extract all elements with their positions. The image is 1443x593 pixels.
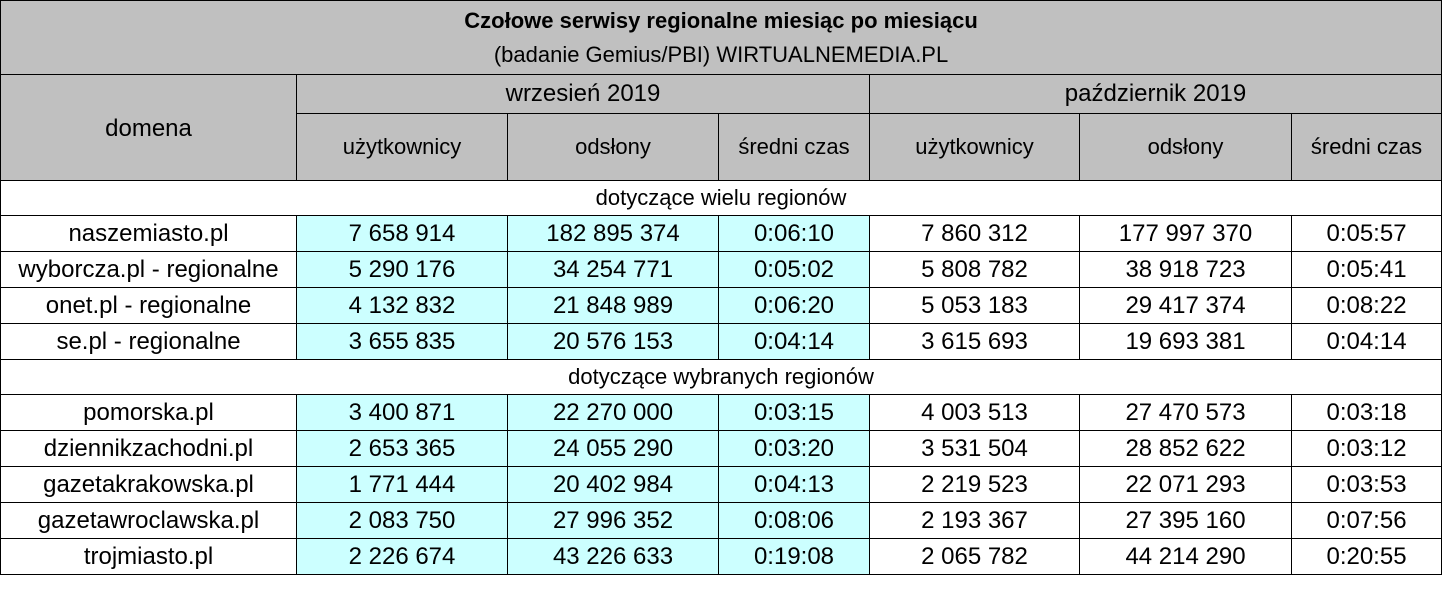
oct-avg-time-cell: 0:03:12 xyxy=(1290,430,1443,467)
sep-pageviews-cell: 34 254 771 xyxy=(507,251,719,288)
metric-header-avg-time: średni czas xyxy=(1290,113,1443,181)
oct-avg-time-cell: 0:20:55 xyxy=(1290,538,1443,575)
oct-users-cell: 3 531 504 xyxy=(869,430,1080,467)
sep-users-cell: 4 132 832 xyxy=(296,287,508,324)
sep-users-cell: 3 655 835 xyxy=(296,323,508,360)
sep-users-cell: 3 400 871 xyxy=(296,394,508,431)
domain-cell: dziennikzachodni.pl xyxy=(0,430,297,467)
oct-users-cell: 3 615 693 xyxy=(869,323,1080,360)
oct-pageviews-cell: 19 693 381 xyxy=(1079,323,1292,360)
sep-avg-time-cell: 0:03:15 xyxy=(718,394,870,431)
metric-header-avg-time: średni czas xyxy=(718,113,870,181)
sep-avg-time-cell: 0:04:14 xyxy=(718,323,870,360)
table-row: pomorska.pl 3 400 871 22 270 000 0:03:15… xyxy=(0,394,1443,431)
oct-users-cell: 7 860 312 xyxy=(869,215,1080,252)
oct-avg-time-cell: 0:08:22 xyxy=(1290,287,1443,324)
domain-cell: trojmiasto.pl xyxy=(0,538,297,575)
domain-cell: naszemiasto.pl xyxy=(0,215,297,252)
period-header-september: wrzesień 2019 xyxy=(296,74,870,114)
oct-avg-time-cell: 0:03:18 xyxy=(1290,394,1443,431)
metric-header-pageviews: odsłony xyxy=(507,113,719,181)
sep-users-cell: 2 083 750 xyxy=(296,502,508,539)
table-row: dziennikzachodni.pl 2 653 365 24 055 290… xyxy=(0,430,1443,467)
table-title-cell: Czołowe serwisy regionalne miesiąc po mi… xyxy=(0,0,1443,75)
table-subtitle: (badanie Gemius/PBI) WIRTUALNEMEDIA.PL xyxy=(493,41,949,67)
oct-pageviews-cell: 177 997 370 xyxy=(1079,215,1292,252)
table-row: onet.pl - regionalne 4 132 832 21 848 98… xyxy=(0,287,1443,324)
oct-pageviews-cell: 38 918 723 xyxy=(1079,251,1292,288)
sep-avg-time-cell: 0:04:13 xyxy=(718,466,870,503)
sep-avg-time-cell: 0:06:10 xyxy=(718,215,870,252)
domain-cell: pomorska.pl xyxy=(0,394,297,431)
domain-cell: gazetawroclawska.pl xyxy=(0,502,297,539)
oct-users-cell: 2 065 782 xyxy=(869,538,1080,575)
table-row: trojmiasto.pl 2 226 674 43 226 633 0:19:… xyxy=(0,538,1443,575)
domain-cell: wyborcza.pl - regionalne xyxy=(0,251,297,288)
sep-avg-time-cell: 0:19:08 xyxy=(718,538,870,575)
oct-pageviews-cell: 29 417 374 xyxy=(1079,287,1292,324)
table-row: naszemiasto.pl 7 658 914 182 895 374 0:0… xyxy=(0,215,1443,252)
oct-pageviews-cell: 28 852 622 xyxy=(1079,430,1292,467)
sep-users-cell: 5 290 176 xyxy=(296,251,508,288)
sep-users-cell: 2 653 365 xyxy=(296,430,508,467)
sep-avg-time-cell: 0:08:06 xyxy=(718,502,870,539)
sep-pageviews-cell: 22 270 000 xyxy=(507,394,719,431)
oct-users-cell: 5 053 183 xyxy=(869,287,1080,324)
oct-users-cell: 2 193 367 xyxy=(869,502,1080,539)
sep-pageviews-cell: 20 576 153 xyxy=(507,323,719,360)
sep-pageviews-cell: 24 055 290 xyxy=(507,430,719,467)
sep-avg-time-cell: 0:06:20 xyxy=(718,287,870,324)
sep-users-cell: 7 658 914 xyxy=(296,215,508,252)
sep-avg-time-cell: 0:05:02 xyxy=(718,251,870,288)
table-row: gazetawroclawska.pl 2 083 750 27 996 352… xyxy=(0,502,1443,539)
oct-avg-time-cell: 0:03:53 xyxy=(1290,466,1443,503)
oct-pageviews-cell: 27 470 573 xyxy=(1079,394,1292,431)
table-title: Czołowe serwisy regionalne miesiąc po mi… xyxy=(464,7,978,33)
oct-avg-time-cell: 0:05:57 xyxy=(1290,215,1443,252)
sep-pageviews-cell: 20 402 984 xyxy=(507,466,719,503)
table-row: se.pl - regionalne 3 655 835 20 576 153 … xyxy=(0,323,1443,360)
group-header-multi-region: dotyczące wielu regionów xyxy=(0,180,1443,216)
oct-users-cell: 4 003 513 xyxy=(869,394,1080,431)
sep-users-cell: 2 226 674 xyxy=(296,538,508,575)
oct-pageviews-cell: 44 214 290 xyxy=(1079,538,1292,575)
oct-avg-time-cell: 0:07:56 xyxy=(1290,502,1443,539)
domain-cell: gazetakrakowska.pl xyxy=(0,466,297,503)
sep-users-cell: 1 771 444 xyxy=(296,466,508,503)
oct-pageviews-cell: 22 071 293 xyxy=(1079,466,1292,503)
table-row: gazetakrakowska.pl 1 771 444 20 402 984 … xyxy=(0,466,1443,503)
metric-header-users: użytkownicy xyxy=(869,113,1080,181)
group-header-selected-regions: dotyczące wybranych regionów xyxy=(0,359,1443,395)
oct-users-cell: 5 808 782 xyxy=(869,251,1080,288)
period-header-october: październik 2019 xyxy=(868,74,1443,114)
metric-header-users: użytkownicy xyxy=(296,113,508,181)
oct-avg-time-cell: 0:04:14 xyxy=(1290,323,1443,360)
domain-cell: onet.pl - regionalne xyxy=(0,287,297,324)
oct-pageviews-cell: 27 395 160 xyxy=(1079,502,1292,539)
table-row: wyborcza.pl - regionalne 5 290 176 34 25… xyxy=(0,251,1443,288)
sep-avg-time-cell: 0:03:20 xyxy=(718,430,870,467)
sep-pageviews-cell: 21 848 989 xyxy=(507,287,719,324)
oct-users-cell: 2 219 523 xyxy=(869,466,1080,503)
domain-cell: se.pl - regionalne xyxy=(0,323,297,360)
sep-pageviews-cell: 182 895 374 xyxy=(507,215,719,252)
sep-pageviews-cell: 27 996 352 xyxy=(507,502,719,539)
sep-pageviews-cell: 43 226 633 xyxy=(507,538,719,575)
domain-column-header: domena xyxy=(0,74,297,181)
oct-avg-time-cell: 0:05:41 xyxy=(1290,251,1443,288)
regional-services-table: Czołowe serwisy regionalne miesiąc po mi… xyxy=(0,0,1443,575)
metric-header-pageviews: odsłony xyxy=(1079,113,1292,181)
